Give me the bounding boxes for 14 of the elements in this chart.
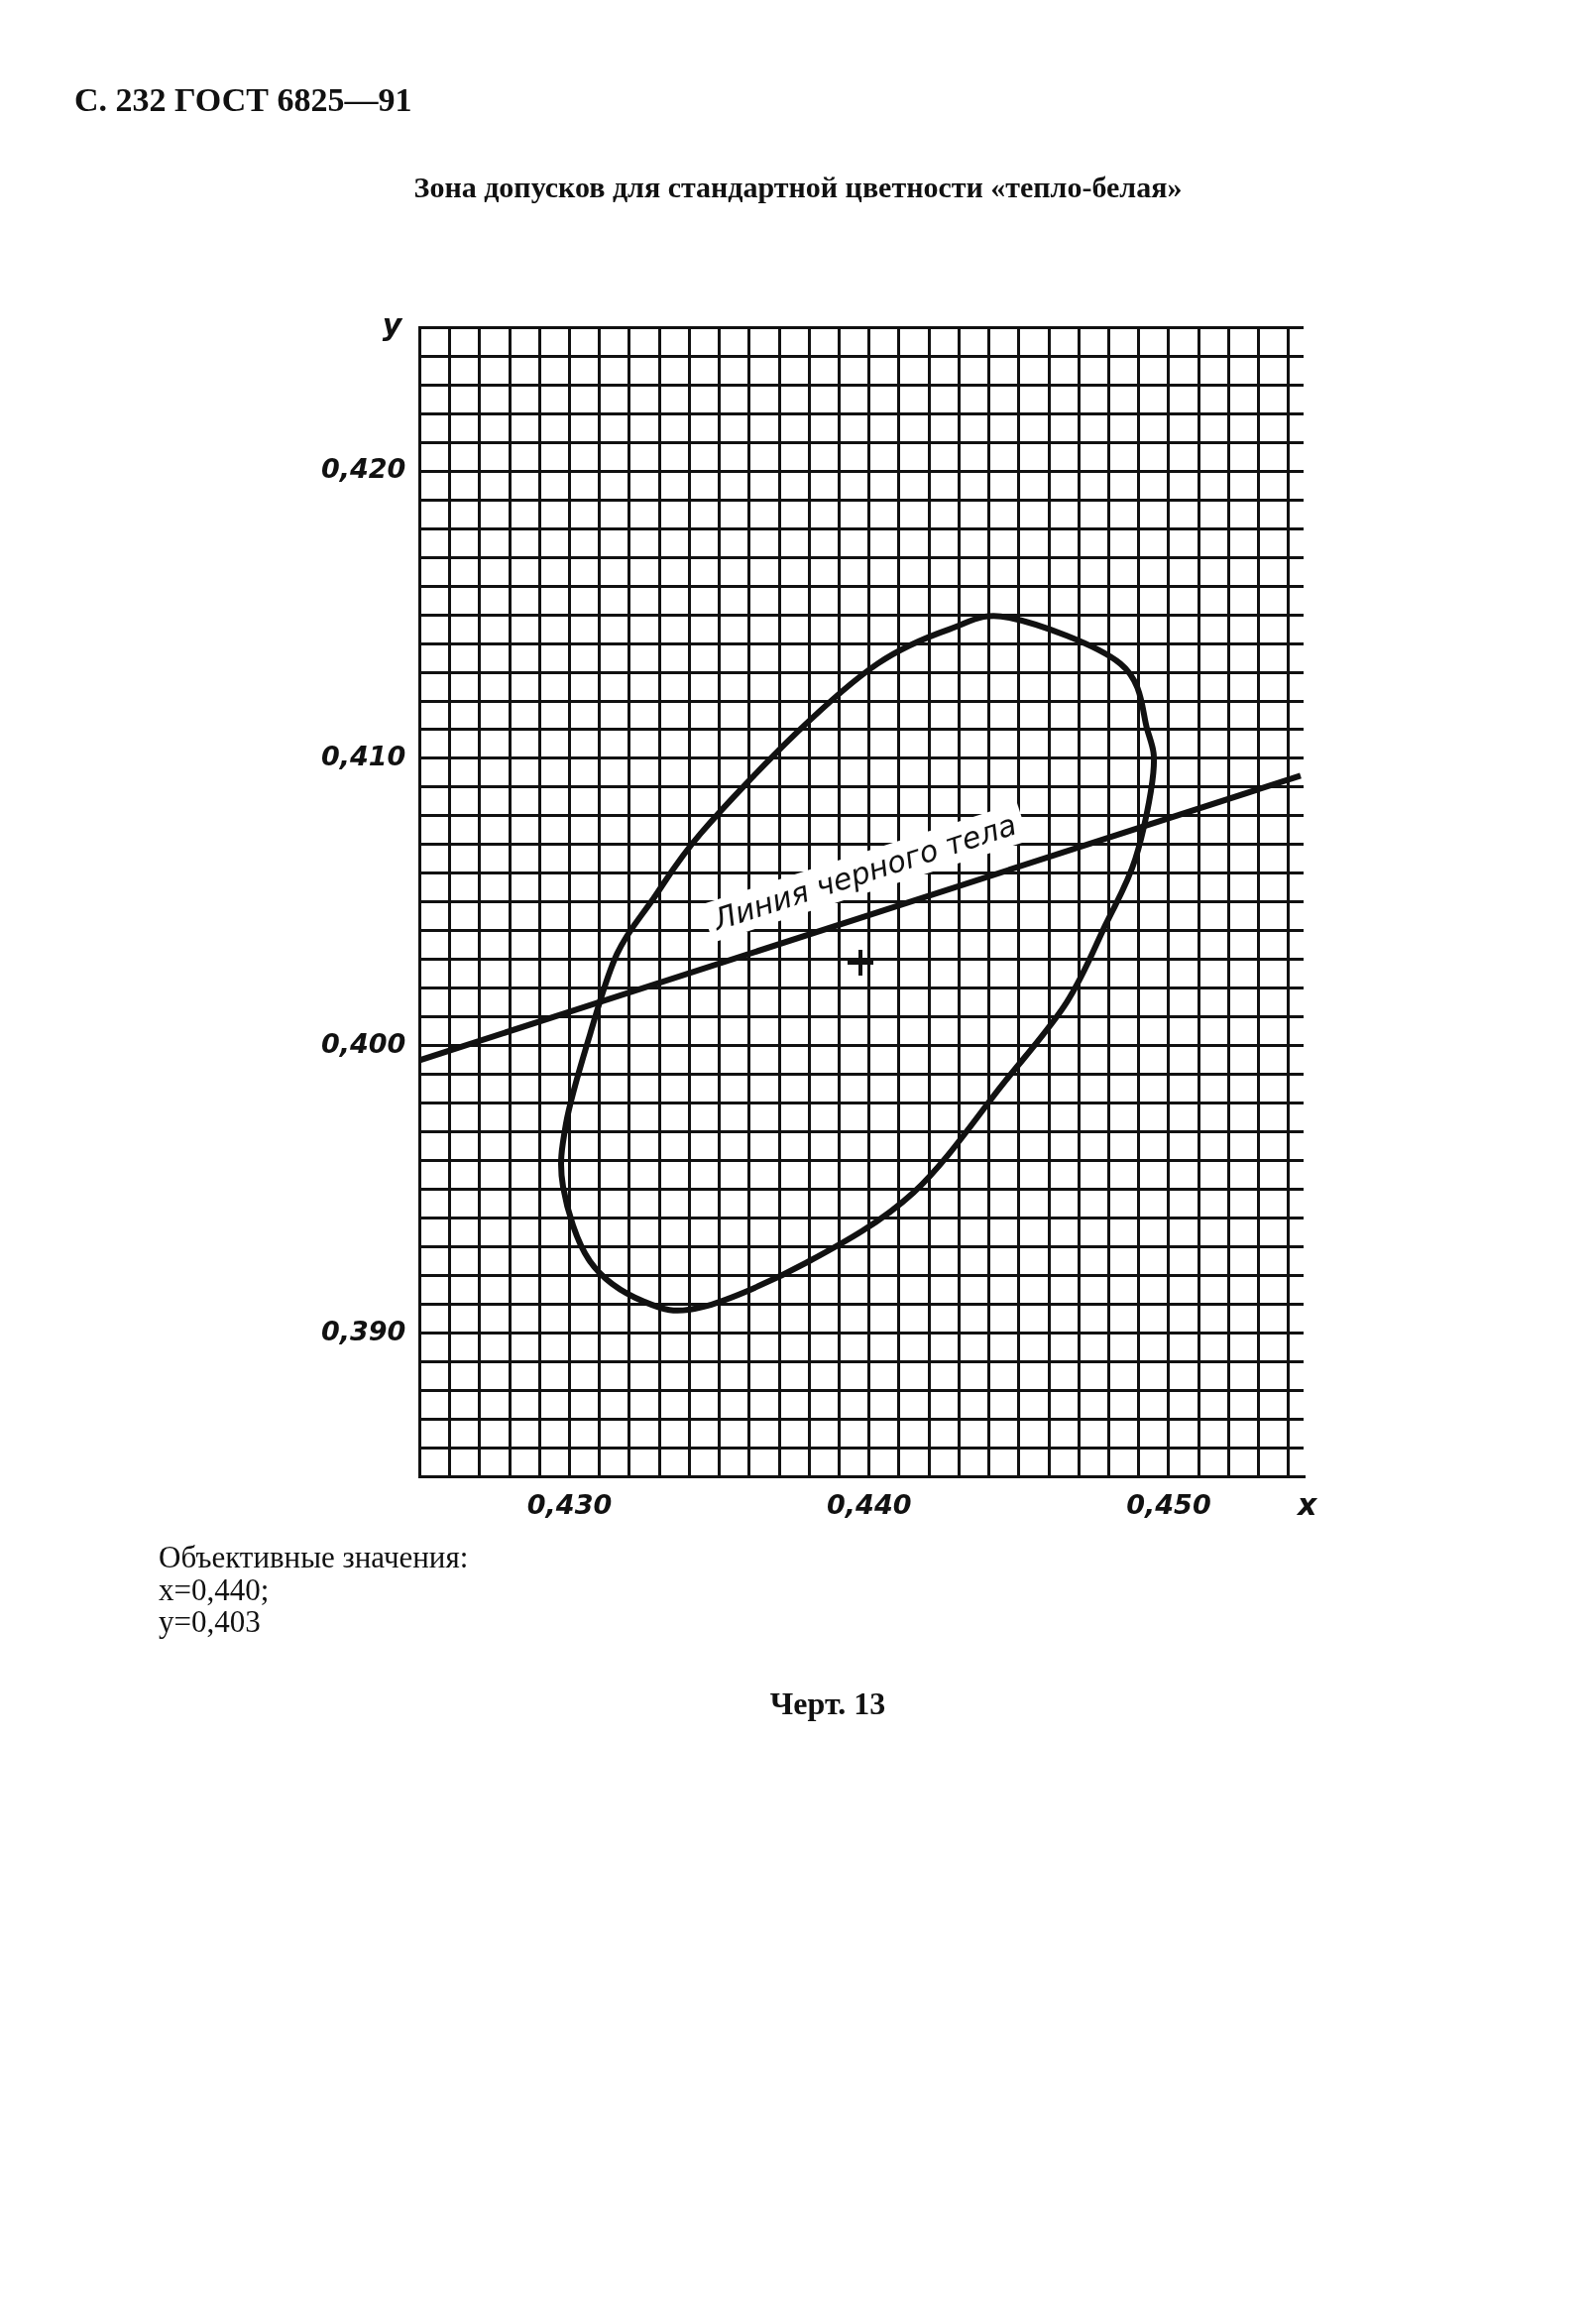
y-tick-label: 0,410 [321, 740, 406, 771]
x-axis-title: x [1296, 1487, 1318, 1523]
y-tick-label: 0,390 [321, 1315, 406, 1346]
chart-title: Зона допусков для стандартной цветности «тепло-белая» [412, 171, 1184, 204]
y-tick-label: 0,420 [321, 453, 406, 485]
x-tick-label: 0,450 [1126, 1488, 1211, 1520]
y-axis-title: y [382, 307, 403, 342]
text: Черт. 13 [768, 1685, 887, 1722]
x-tick-label: 0,430 [526, 1488, 613, 1520]
annotation: Линия черного тела [708, 806, 1021, 938]
x-tick-label: 0,440 [827, 1488, 912, 1520]
y-tick-label: 0,400 [321, 1027, 406, 1059]
text: С. 232 ГОСТ 6825—91 [74, 81, 412, 119]
text: Объективные значения: x=0,440; y=0,403 [159, 1540, 469, 1640]
